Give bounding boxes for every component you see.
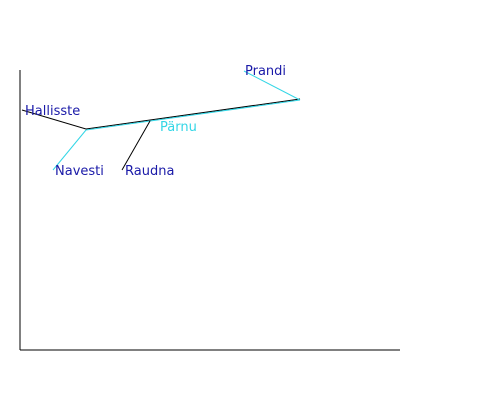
edge-raudna xyxy=(121,120,151,171)
edge-prandi xyxy=(243,70,301,101)
label-parnu: Pärnu xyxy=(160,120,197,135)
edge-main-stem-cyan xyxy=(85,99,301,131)
label-navesti: Navesti xyxy=(55,164,104,179)
edge-main-stem xyxy=(85,98,301,130)
label-hallisste: Hallisste xyxy=(25,104,80,119)
edge-hallisste xyxy=(21,109,87,130)
edge-navesti xyxy=(52,129,87,171)
label-raudna: Raudna xyxy=(125,164,174,179)
label-prandi: Prandi xyxy=(245,64,286,79)
